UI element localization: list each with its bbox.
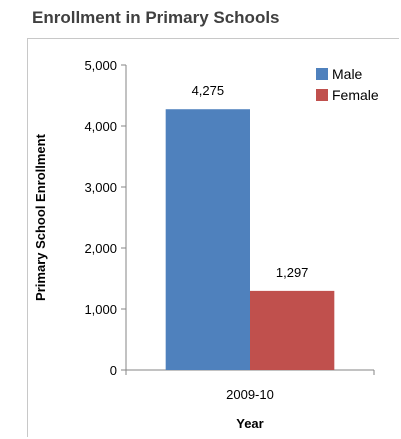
y-axis-ticks: 0 1,000 2,000 3,000 4,000 5,000 [84,58,126,378]
bar-female [250,290,335,370]
data-label-male: 4,275 [192,83,225,98]
bars-group [165,109,335,370]
bar-male [165,109,250,370]
legend-swatch-male [316,68,328,80]
legend-swatch-female [316,89,328,101]
y-tick-label: 0 [110,363,117,378]
legend: Male Female [316,66,379,103]
y-tick-label: 5,000 [84,58,117,73]
x-axis-categories: 2009-10 [125,370,375,402]
data-label-female: 1,297 [276,265,309,280]
y-axis-label: Primary School Enrollment [33,133,48,301]
data-labels-group: 4,275 1,297 [192,83,309,280]
legend-label-female: Female [332,87,379,103]
y-tick-label: 1,000 [84,302,117,317]
chart-frame [27,38,399,437]
x-tick-label: 2009-10 [226,387,274,402]
y-tick-label: 3,000 [84,180,117,195]
legend-label-male: Male [332,66,363,82]
y-tick-label: 4,000 [84,119,117,134]
chart-title: Enrollment in Primary Schools [32,8,280,27]
x-axis-label: Year [236,416,263,431]
y-tick-label: 2,000 [84,241,117,256]
